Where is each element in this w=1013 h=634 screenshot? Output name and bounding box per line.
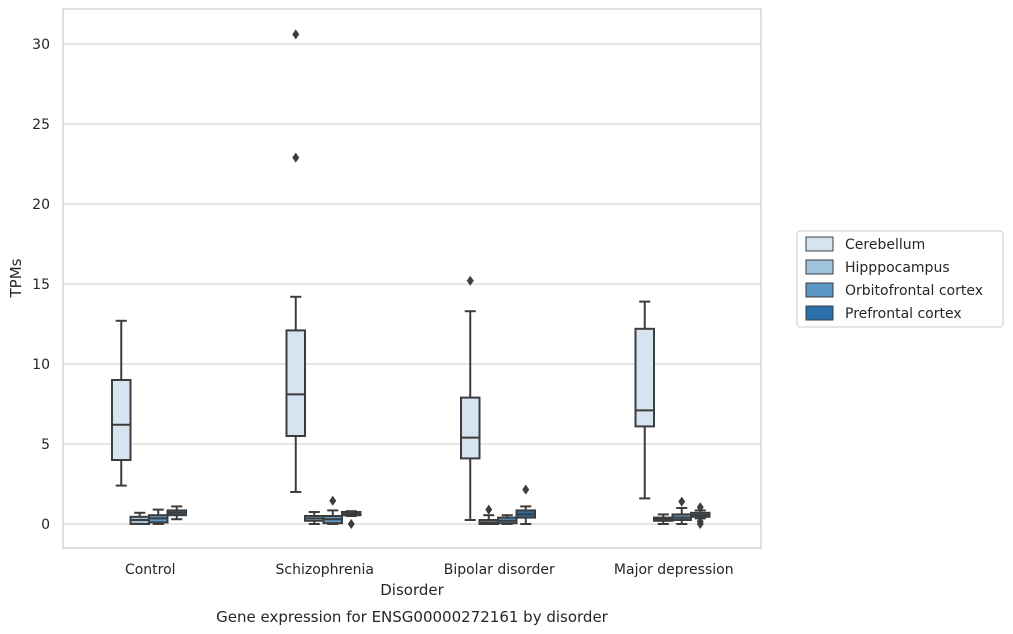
box-cerebellum-schizophrenia-iqr [285,329,306,437]
y-tick-label-0: 0 [41,517,50,533]
box-prefrontal-cortex-major-depression [690,502,711,529]
box-cerebellum-major-depression-iqr [634,327,655,428]
x-tick-label-major-depression: Major depression [614,562,734,578]
legend-swatch-orbitofrontal-cortex [805,282,834,298]
y-tick-label-20: 20 [32,197,50,213]
box-cerebellum-bipolar-disorder-iqr [460,396,481,460]
legend-label-hipppocampus: Hipppocampus [845,260,950,276]
x-tick-labels: Control Schizophrenia Bipolar disorder Majo… [125,562,734,578]
legend-swatch-cerebellum [805,236,834,252]
box-orbitofrontal-cortex-bipolar-disorder [497,514,518,525]
legend-label-cerebellum: Cerebellum [845,237,925,253]
y-tick-label-15: 15 [32,277,50,293]
box-cerebellum-bipolar-disorder [460,275,481,521]
legend-label-prefrontal-cortex: Prefrontal cortex [845,306,962,322]
grid-lines [63,43,761,525]
box-orbitofrontal-cortex-control [148,508,169,525]
legend-label-orbitofrontal-cortex: Orbitofrontal cortex [845,283,983,299]
legend: Cerebellum Hipppocampus Orbitofrontal cort… [796,230,1004,328]
box-prefrontal-cortex-control [166,505,187,521]
legend-swatch-hipppocampus [805,259,834,275]
box-prefrontal-cortex-major-depression-outlier-1 [696,516,704,527]
y-tick-labels: 0 5 10 15 20 25 30 [32,37,50,533]
x-axis-title: Disorder [380,581,444,599]
box-orbitofrontal-cortex-schizophrenia-outlier-0 [329,495,337,506]
legend-swatch-prefrontal-cortex [805,305,834,321]
box-prefrontal-cortex-major-depression-outlier-2 [696,502,704,513]
box-prefrontal-cortex-schizophrenia-outlier-0 [347,519,355,529]
box-cerebellum-schizophrenia [285,29,306,493]
x-tick-label-bipolar-disorder: Bipolar disorder [444,562,555,578]
y-tick-label-10: 10 [32,357,50,373]
legend-frame [796,230,1004,328]
box-cerebellum-schizophrenia-outlier-1 [292,29,300,40]
x-tick-label-schizophrenia: Schizophrenia [276,562,374,578]
y-axis-title: TPMs [7,258,25,298]
box-hipppocampus-bipolar-disorder [478,504,499,525]
box-cerebellum-major-depression [634,300,655,500]
y-tick-label-30: 30 [32,37,50,53]
plot-background [63,9,761,548]
box-cerebellum-control-iqr [111,379,132,461]
box-cerebellum-schizophrenia-outlier-0 [292,152,300,163]
box-prefrontal-cortex-bipolar-disorder [515,484,536,525]
boxes-layer [111,29,711,529]
plot-frame [62,8,762,549]
chart-title: Gene expression for ENSG00000272161 by d… [216,608,609,626]
x-tick-label-control: Control [125,562,176,578]
box-hipppocampus-bipolar-disorder-outlier-0 [485,504,493,515]
box-orbitofrontal-cortex-major-depression-outlier-0 [678,496,686,507]
y-tick-label-5: 5 [41,437,50,453]
box-cerebellum-control [111,319,132,487]
box-prefrontal-cortex-bipolar-disorder-outlier-0 [522,484,530,495]
box-prefrontal-cortex-schizophrenia [341,510,362,529]
y-tick-label-25: 25 [32,117,50,133]
box-orbitofrontal-cortex-schizophrenia [322,495,343,525]
box-cerebellum-bipolar-disorder-outlier-0 [466,275,474,286]
